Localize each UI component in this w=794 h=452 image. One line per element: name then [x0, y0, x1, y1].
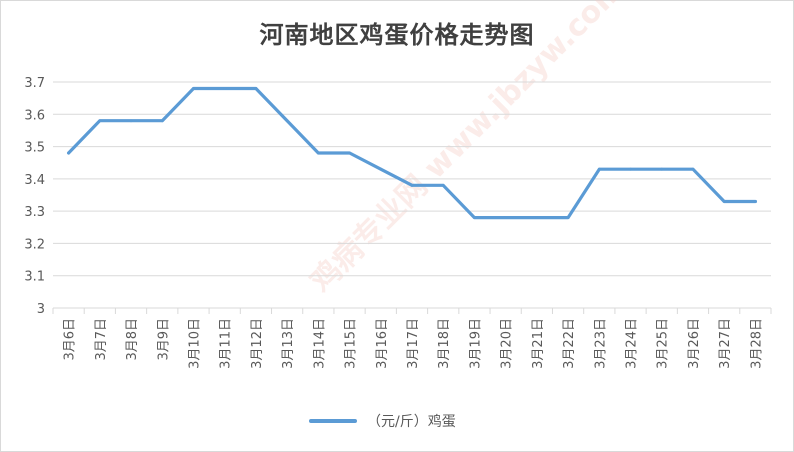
- y-tick-label: 3.3: [24, 205, 45, 220]
- data-point: [535, 216, 539, 220]
- x-tick-label: 3月21日: [531, 318, 546, 369]
- data-point: [473, 216, 476, 220]
- x-tick-label: 3月13日: [281, 318, 296, 369]
- series-line: [66, 86, 758, 220]
- x-tick-label: 3月8日: [125, 318, 140, 361]
- data-point: [67, 151, 71, 155]
- data-point: [223, 87, 227, 90]
- data-point: [254, 87, 258, 90]
- x-tick-label: 3月6日: [63, 318, 78, 361]
- data-point: [348, 151, 351, 155]
- legend-label: （元/斤）鸡蛋: [367, 414, 456, 430]
- x-tick-label: 3月16日: [375, 318, 390, 369]
- x-tick-label: 3月11日: [219, 318, 234, 369]
- x-tick-label: 3月27日: [718, 318, 733, 369]
- data-point: [129, 119, 133, 123]
- y-tick-label: 3.2: [24, 237, 45, 252]
- data-point: [504, 216, 508, 220]
- x-tick-label: 3月23日: [593, 318, 608, 369]
- data-point: [410, 183, 414, 187]
- data-point: [597, 167, 601, 171]
- data-point: [566, 216, 570, 220]
- x-tick-label: 3月26日: [687, 318, 702, 369]
- y-tick-label: 3.1: [24, 270, 45, 285]
- data-point: [98, 119, 102, 123]
- x-tick-label: 3月14日: [312, 318, 327, 369]
- legend-swatch: [309, 419, 357, 423]
- data-point: [316, 151, 320, 155]
- x-tick-label: 3月10日: [187, 318, 202, 369]
- x-tick-label: 3月9日: [156, 318, 171, 361]
- x-tick-label: 3月7日: [94, 318, 109, 361]
- data-point: [691, 167, 695, 171]
- data-point: [192, 87, 195, 90]
- data-point: [660, 167, 664, 171]
- x-tick-label: 3月17日: [406, 318, 421, 369]
- data-point: [629, 167, 632, 171]
- y-tick-label: 3.7: [24, 76, 45, 91]
- y-tick-label: 3.5: [24, 141, 45, 156]
- x-tick-label: 3月22日: [562, 318, 577, 369]
- x-tick-label: 3月12日: [250, 318, 265, 369]
- x-tick-label: 3月15日: [344, 318, 359, 369]
- data-point: [753, 200, 757, 203]
- legend: （元/斤）鸡蛋: [309, 411, 456, 431]
- data-point: [379, 167, 383, 171]
- data-point: [285, 119, 289, 123]
- y-tick-label: 3.4: [24, 173, 45, 188]
- x-tick-label: 3月24日: [625, 318, 640, 369]
- y-tick-label: 3.6: [24, 108, 45, 123]
- x-tick-label: 3月19日: [468, 318, 483, 369]
- data-point: [160, 119, 164, 123]
- x-tick-label: 3月18日: [437, 318, 452, 369]
- data-point: [441, 183, 445, 187]
- data-point: [722, 200, 726, 203]
- x-tick-label: 3月25日: [656, 318, 671, 369]
- x-tick-label: 3月20日: [500, 318, 515, 369]
- x-tick-label: 3月28日: [749, 318, 764, 369]
- chart-title: 河南地区鸡蛋价格走势图: [259, 20, 535, 49]
- y-tick-label: 3: [37, 302, 45, 317]
